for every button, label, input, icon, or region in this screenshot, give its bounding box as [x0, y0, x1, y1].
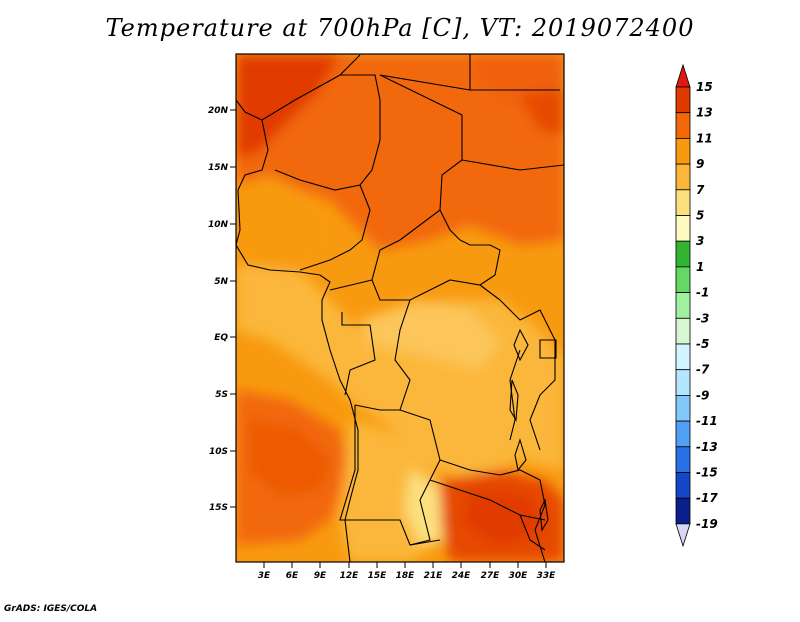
- longitude-axis: 3E 6E 9E 12E 15E 18E 21E 24E 27E 30E 33E: [258, 562, 556, 581]
- colorbar-label: -3: [696, 311, 709, 325]
- colorbar-label: -9: [696, 388, 709, 402]
- colorbar-segment: [675, 163, 691, 191]
- lon-label: 30E: [509, 571, 529, 581]
- colorbar-label: 11: [696, 131, 713, 145]
- colorbar: 15 13 11 9 7 5 3 1 -1 -3 -5 -7 -9 -11 -13 -15 -17 -19: [675, 63, 718, 548]
- colorbar-segment: [675, 420, 691, 448]
- colorbar-segment: [675, 369, 691, 396]
- colorbar-label: 13: [696, 106, 713, 120]
- lat-label: 5S: [215, 390, 228, 400]
- colorbar-bottom-arrow: [675, 523, 691, 548]
- colorbar-segment: [675, 240, 691, 268]
- latitude-axis: 20N 15N 10N 5N EQ 5S 10S 15S: [208, 106, 236, 513]
- colorbar-label: -11: [696, 414, 718, 428]
- lat-label: 10S: [209, 447, 228, 457]
- colorbar-segment: [675, 317, 691, 345]
- colorbar-segment: [675, 137, 691, 165]
- colorbar-segment: [675, 497, 691, 525]
- colorbar-label: 9: [696, 157, 704, 171]
- colorbar-segment: [675, 394, 691, 422]
- colorbar-segment: [675, 86, 691, 114]
- colorbar-label: 3: [696, 234, 704, 248]
- lon-label: 21E: [424, 571, 444, 581]
- lon-label: 27E: [481, 571, 501, 581]
- lon-label: 6E: [286, 571, 299, 581]
- colorbar-segment: [675, 215, 691, 242]
- colorbar-label: -1: [696, 286, 709, 300]
- colorbar-label: -19: [696, 517, 718, 531]
- colorbar-segment: [675, 189, 691, 216]
- lon-label: 15E: [368, 571, 388, 581]
- colorbar-label: -13: [696, 440, 718, 454]
- colorbar-label: -15: [696, 466, 718, 480]
- lon-label: 18E: [396, 571, 416, 581]
- temperature-field: [236, 54, 564, 562]
- colorbar-label: 1: [696, 260, 704, 274]
- colorbar-top-arrow: [675, 63, 691, 88]
- lon-label: 12E: [340, 571, 360, 581]
- colorbar-label: -5: [696, 337, 709, 351]
- map-frame: [235, 53, 565, 563]
- lat-label: 20N: [208, 106, 229, 116]
- lat-label: 5N: [214, 277, 228, 287]
- colorbar-segment: [675, 472, 691, 499]
- lat-label: 15N: [208, 163, 229, 173]
- colorbar-segment: [675, 266, 691, 293]
- colorbar-segment: [675, 446, 691, 473]
- chart-title: Temperature at 700hPa [C], VT: 201907240…: [105, 14, 695, 42]
- lat-label: 15S: [209, 503, 228, 513]
- colorbar-label: 5: [696, 209, 704, 223]
- colorbar-segment: [675, 112, 691, 139]
- colorbar-label: -17: [696, 491, 718, 505]
- colorbar-label: 15: [696, 80, 713, 94]
- colorbar-segment: [675, 292, 691, 319]
- lat-label: 10N: [208, 220, 229, 230]
- colorbar-segment: [675, 343, 691, 371]
- lon-label: 24E: [452, 571, 472, 581]
- colorbar-label: 7: [696, 183, 705, 197]
- grads-credit: GrADS: IGES/COLA: [4, 604, 98, 614]
- political-borders: [236, 54, 564, 562]
- lon-label: 3E: [258, 571, 271, 581]
- lon-label: 9E: [314, 571, 327, 581]
- colorbar-label: -7: [696, 363, 710, 377]
- lon-label: 33E: [537, 571, 557, 581]
- lat-label: EQ: [214, 333, 228, 343]
